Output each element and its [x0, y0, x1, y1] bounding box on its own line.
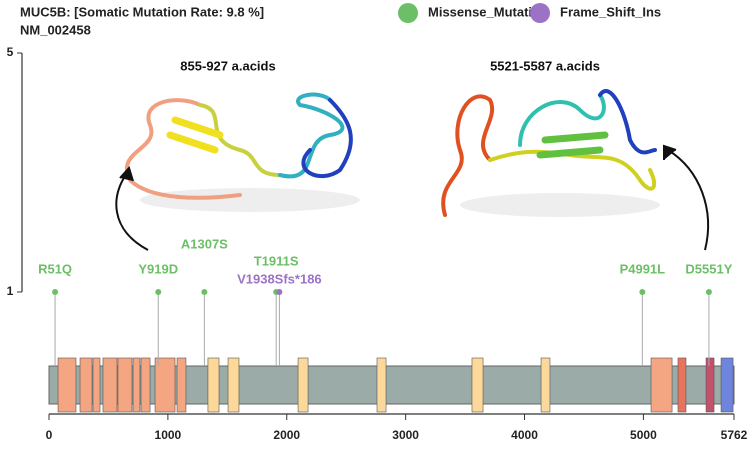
mutation-label: Y919D	[138, 261, 178, 276]
lollipop-head	[639, 289, 646, 295]
x-tick-label: 5000	[630, 428, 657, 442]
annotation: 855-927 a.acids	[180, 58, 275, 73]
x-tick-label: 3000	[392, 428, 419, 442]
y-tick-label: 5	[7, 45, 14, 59]
domain	[102, 357, 118, 413]
y-tick-label: 1	[7, 284, 14, 298]
mutation-label: P4991L	[620, 261, 666, 276]
chart-title: MUC5B: [Somatic Mutation Rate: 9.8 %]	[20, 4, 264, 19]
lollipop-head	[52, 289, 59, 295]
mutation-label: T1911S	[254, 253, 299, 268]
x-tick-label: 4000	[511, 428, 538, 442]
lollipop-head	[155, 289, 162, 295]
x-tick-label: 5762	[721, 428, 748, 442]
arrow	[115, 144, 709, 251]
chart-subtitle: NM_002458	[20, 22, 91, 37]
annotation: 5521-5587 a.acids	[490, 58, 600, 73]
domain	[720, 357, 734, 413]
mutation-label: R51Q	[38, 261, 72, 276]
mutation-label: V1938Sfs*186	[237, 271, 322, 286]
domain	[677, 357, 687, 413]
structure-illustration	[125, 89, 660, 217]
domain	[92, 357, 101, 413]
legend-swatch	[398, 3, 418, 23]
domain	[227, 357, 240, 413]
domain	[297, 357, 309, 413]
mutation-label: D5551Y	[685, 261, 732, 276]
lollipop-head	[276, 289, 283, 295]
mutation-label: A1307S	[181, 236, 228, 251]
domain	[540, 357, 551, 413]
domain	[132, 357, 141, 413]
x-tick-label: 0	[46, 428, 53, 442]
domain	[650, 357, 673, 413]
legend-label: Missense_Mutation	[428, 4, 548, 19]
domain	[79, 357, 93, 413]
domain	[705, 357, 715, 413]
domain	[176, 357, 187, 413]
lollipop-head	[201, 289, 208, 295]
protein-bar	[48, 365, 735, 405]
domain	[376, 357, 387, 413]
x-tick-label: 1000	[155, 428, 182, 442]
x-tick-label: 2000	[273, 428, 300, 442]
legend-swatch	[530, 3, 550, 23]
domain	[57, 357, 77, 413]
legend-label: Frame_Shift_Ins	[560, 4, 661, 19]
domain	[471, 357, 484, 413]
domain	[140, 357, 151, 413]
domain	[117, 357, 133, 413]
lollipop-head	[705, 289, 712, 295]
domain	[154, 357, 176, 413]
domain	[207, 357, 220, 413]
